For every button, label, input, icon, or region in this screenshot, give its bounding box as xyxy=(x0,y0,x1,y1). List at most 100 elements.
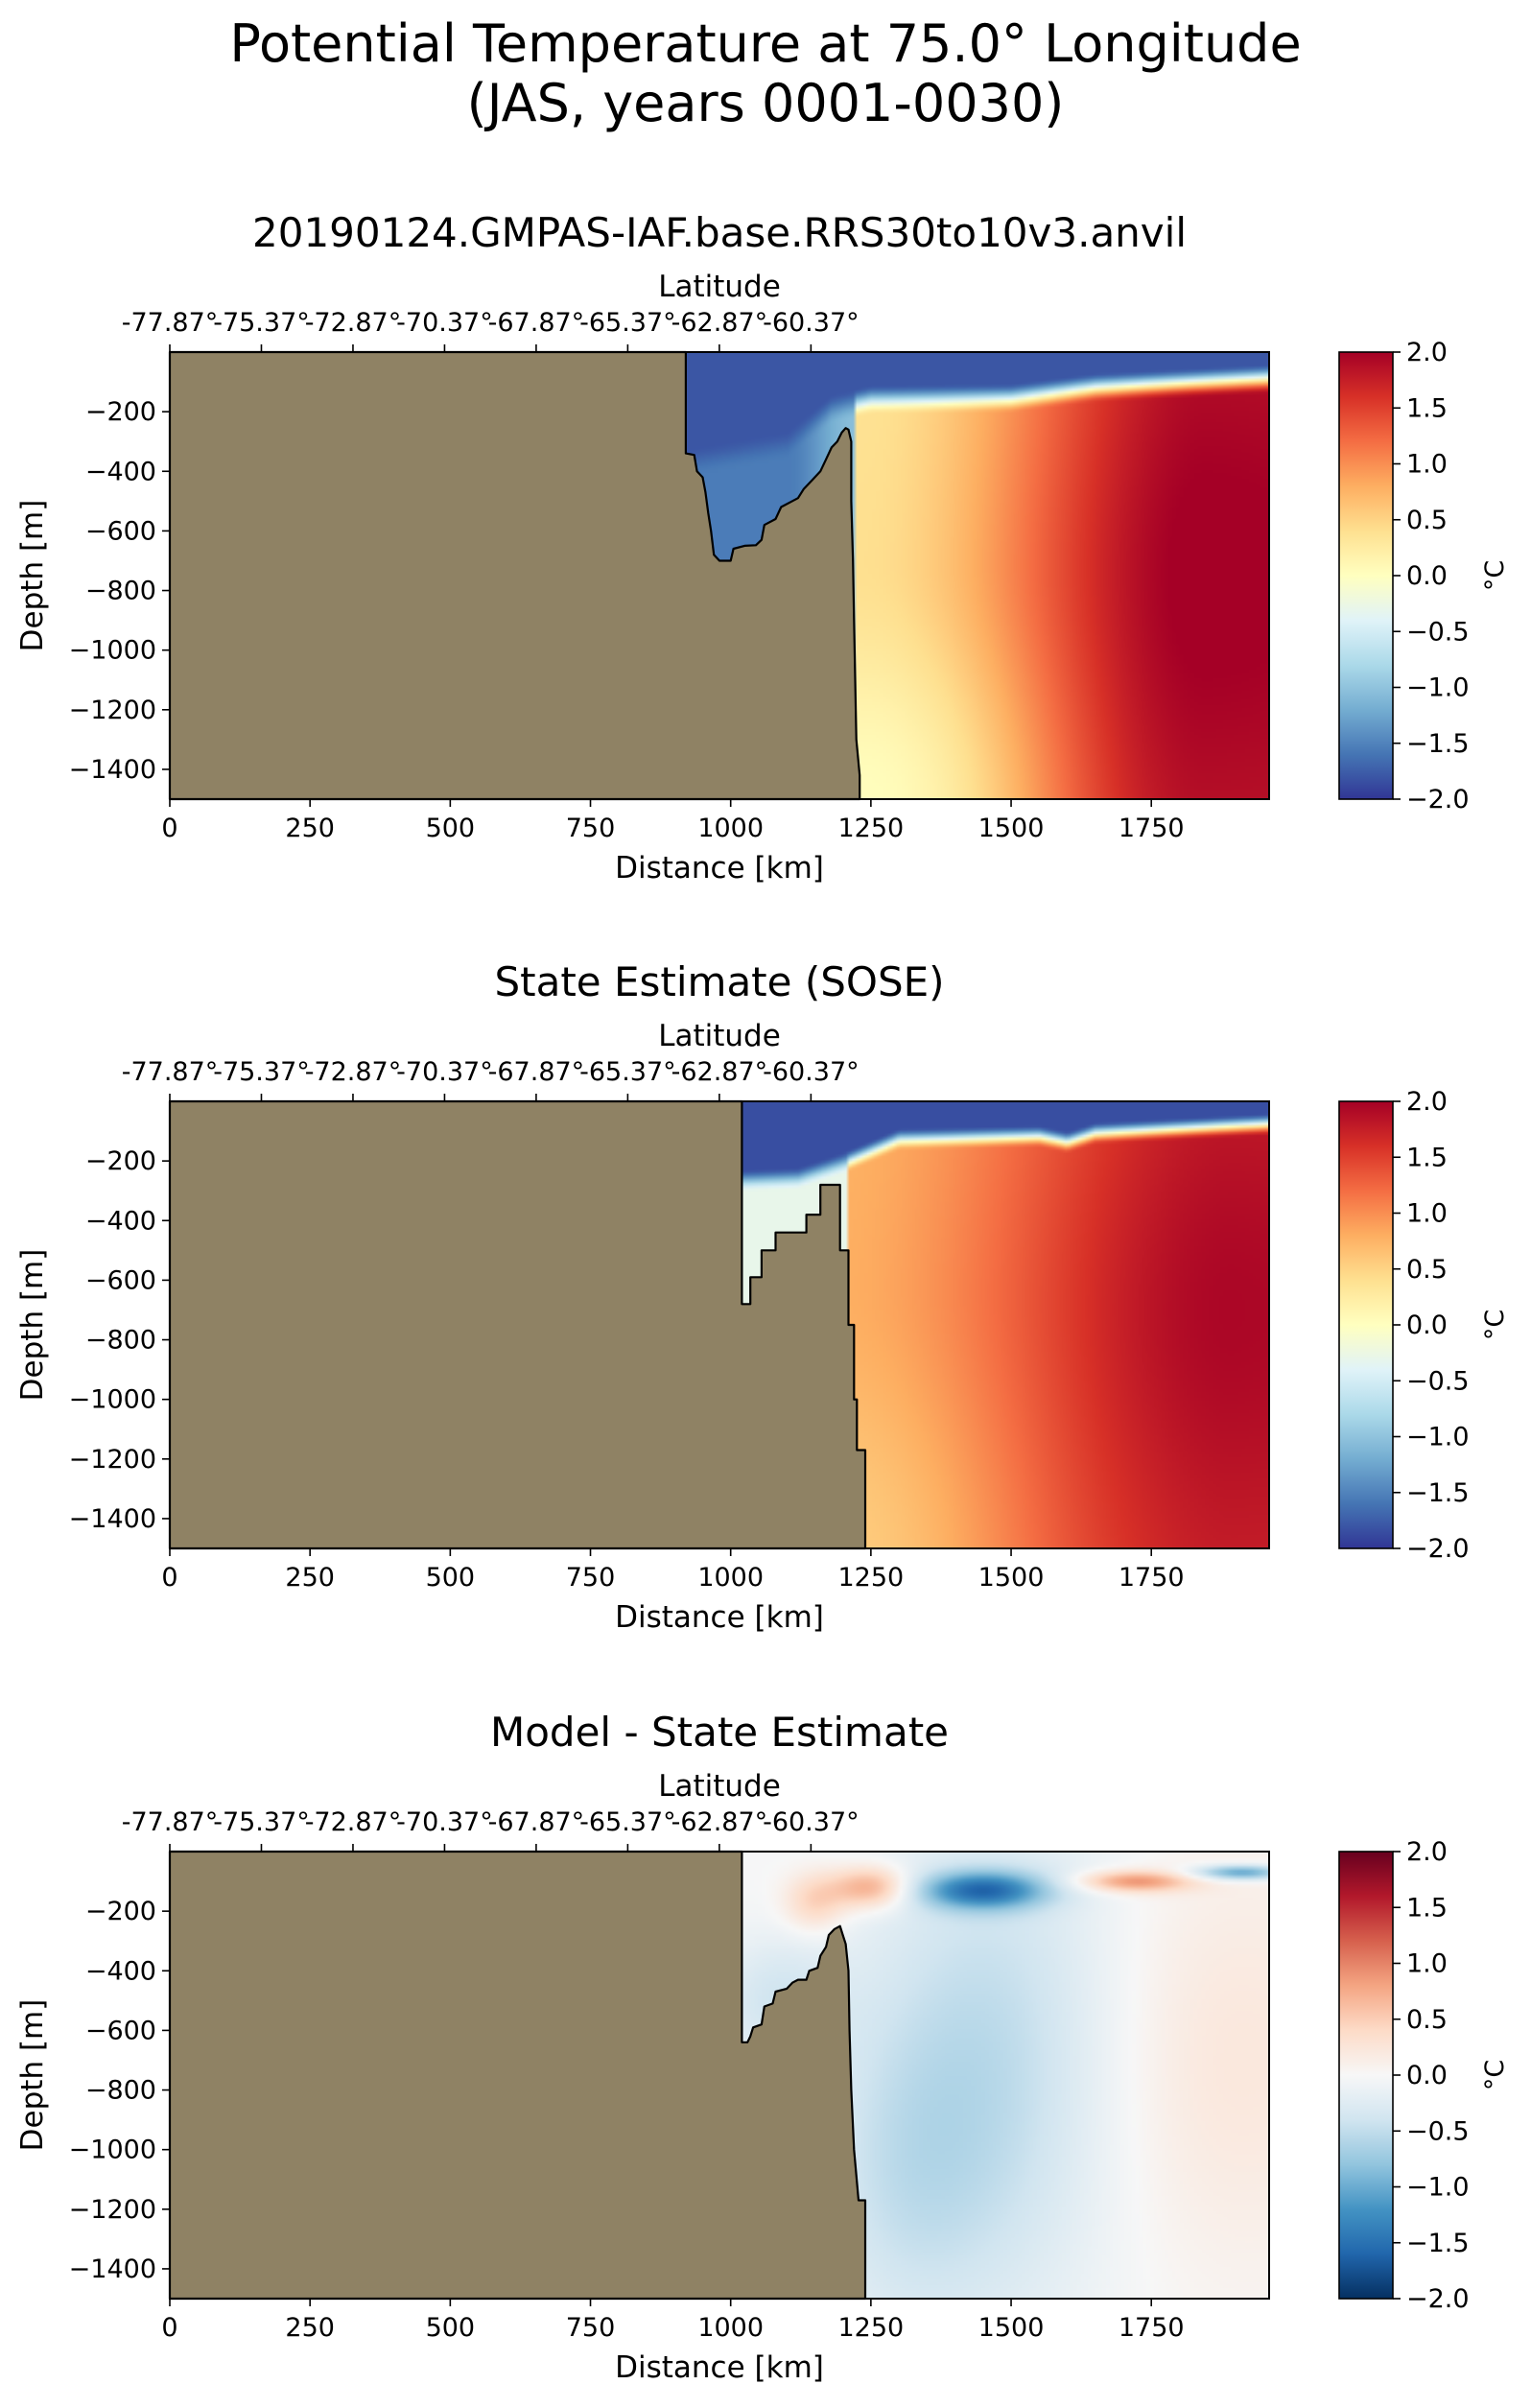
y-tick-label: −1000 xyxy=(69,2136,156,2165)
y-axis-label: Depth [m] xyxy=(15,1249,50,1402)
colorbar-tick-label: −2.0 xyxy=(1406,785,1470,814)
top-tick-label: -67.87° xyxy=(488,1057,585,1087)
colorbar-tick-label: −0.5 xyxy=(1406,2116,1470,2146)
colorbar-tick-label: −2.0 xyxy=(1406,1534,1470,1564)
y-axis-label: Depth [m] xyxy=(15,500,50,652)
top-tick-label: -75.37° xyxy=(213,1807,310,1837)
x-tick-label: 0 xyxy=(161,1563,177,1593)
top-tick-label: -77.87° xyxy=(122,308,219,338)
top-axis-label: Latitude xyxy=(658,1019,781,1053)
x-tick-label: 1000 xyxy=(697,814,764,843)
y-tick-label: −1000 xyxy=(69,636,156,666)
colorbar-tick-label: 0.0 xyxy=(1406,2061,1448,2090)
top-tick-label: -70.37° xyxy=(396,1057,493,1087)
panel-2: State Estimate (SOSE) Latitude 0 250 500 750 1… xyxy=(15,958,1510,1635)
colorbar xyxy=(1338,1851,1394,2300)
y-tick-label: −400 xyxy=(85,1206,156,1236)
x-axis-label: Distance [km] xyxy=(615,851,824,885)
colorbar-tick-label: −0.5 xyxy=(1406,1366,1470,1396)
x-tick-label: 250 xyxy=(285,2313,335,2343)
x-tick-label: 1000 xyxy=(697,2313,764,2343)
y-tick-label: −800 xyxy=(85,1326,156,1356)
colorbar-tick-label: 2.0 xyxy=(1406,1837,1448,1867)
top-tick-label: -65.37° xyxy=(579,1807,676,1837)
top-tick-label: -65.37° xyxy=(579,1057,676,1087)
x-axis-label: Distance [km] xyxy=(615,2350,824,2385)
y-tick-label: −1000 xyxy=(69,1385,156,1415)
top-tick-label: -77.87° xyxy=(122,1057,219,1087)
colorbar-tick-label: 0.5 xyxy=(1406,2005,1448,2035)
top-tick-label: -62.87° xyxy=(671,1057,768,1087)
top-tick-label: -60.37° xyxy=(763,308,860,338)
x-tick-label: 1250 xyxy=(838,814,905,843)
y-tick-label: −200 xyxy=(85,397,156,427)
colorbar-tick-label: 0.5 xyxy=(1406,1255,1448,1285)
colorbar-tick-label: −2.0 xyxy=(1406,2284,1470,2314)
colorbar-label: °C xyxy=(1480,1310,1510,1340)
colorbar xyxy=(1338,351,1394,800)
colorbar-tick-label: 2.0 xyxy=(1406,338,1448,367)
top-tick-label: -60.37° xyxy=(763,1057,860,1087)
x-tick-label: 750 xyxy=(566,2313,616,2343)
y-tick-label: −1200 xyxy=(69,696,156,725)
land-mask xyxy=(168,1850,867,2301)
x-tick-label: 0 xyxy=(161,2313,177,2343)
x-tick-label: 250 xyxy=(285,814,335,843)
x-tick-label: 0 xyxy=(161,814,177,843)
colorbar-tick-label: 1.5 xyxy=(1406,1143,1448,1172)
top-tick-label: -60.37° xyxy=(763,1807,860,1837)
x-tick-label: 500 xyxy=(426,2313,476,2343)
land-mask xyxy=(168,350,861,801)
colorbar-tick-label: −1.5 xyxy=(1406,729,1470,759)
colorbar-tick-label: 0.0 xyxy=(1406,1310,1448,1340)
figure-title-line2: (JAS, years 0001-0030) xyxy=(466,73,1065,133)
top-tick-label: -72.87° xyxy=(305,1057,402,1087)
x-tick-label: 750 xyxy=(566,1563,616,1593)
top-tick-label: -65.37° xyxy=(579,308,676,338)
panel-title: 20190124.GMPAS-IAF.base.RRS30to10v3.anvi… xyxy=(252,209,1187,256)
colorbar-tick-label: −1.5 xyxy=(1406,2229,1470,2258)
y-tick-label: −600 xyxy=(85,2016,156,2045)
x-tick-label: 1500 xyxy=(978,814,1045,843)
colorbar-tick-label: −1.5 xyxy=(1406,1478,1470,1508)
x-tick-label: 1500 xyxy=(978,1563,1045,1593)
top-axis-label: Latitude xyxy=(658,1769,781,1804)
colorbar-label: °C xyxy=(1480,560,1510,591)
top-axis-label: Latitude xyxy=(658,270,781,304)
colorbar-tick-label: −0.5 xyxy=(1406,617,1470,647)
colorbar-tick-label: 1.0 xyxy=(1406,1199,1448,1229)
top-tick-label: -62.87° xyxy=(671,308,768,338)
panel-title: Model - State Estimate xyxy=(490,1709,949,1756)
top-tick-label: -75.37° xyxy=(213,308,310,338)
y-tick-label: −400 xyxy=(85,1956,156,1986)
y-tick-label: −1200 xyxy=(69,2195,156,2225)
x-tick-label: 250 xyxy=(285,1563,335,1593)
panel-1: 20190124.GMPAS-IAF.base.RRS30to10v3.anvi… xyxy=(15,209,1510,885)
colorbar xyxy=(1338,1100,1394,1549)
x-tick-label: 1750 xyxy=(1119,814,1185,843)
y-tick-label: −600 xyxy=(85,1265,156,1295)
top-tick-label: -67.87° xyxy=(488,1807,585,1837)
colorbar-tick-label: 1.0 xyxy=(1406,1949,1448,1979)
x-tick-label: 750 xyxy=(566,814,616,843)
top-tick-label: -67.87° xyxy=(488,308,585,338)
colorbar-tick-label: −1.0 xyxy=(1406,673,1470,703)
colorbar-tick-label: 1.5 xyxy=(1406,393,1448,423)
panel-3: Model - State Estimate Latitude 0 250 500 750… xyxy=(15,1709,1510,2385)
x-tick-label: 1750 xyxy=(1119,1563,1185,1593)
y-tick-label: −800 xyxy=(85,577,156,606)
y-tick-label: −1400 xyxy=(69,755,156,785)
colorbar-tick-label: 0.5 xyxy=(1406,506,1448,535)
y-tick-label: −1200 xyxy=(69,1445,156,1475)
y-tick-label: −1400 xyxy=(69,1504,156,1534)
x-tick-label: 1750 xyxy=(1119,2313,1185,2343)
top-tick-label: -77.87° xyxy=(122,1807,219,1837)
colorbar-tick-label: 0.0 xyxy=(1406,561,1448,591)
top-tick-label: -72.87° xyxy=(305,1807,402,1837)
y-tick-label: −600 xyxy=(85,516,156,546)
colorbar-tick-label: 1.0 xyxy=(1406,450,1448,480)
top-tick-label: -70.37° xyxy=(396,308,493,338)
y-tick-label: −200 xyxy=(85,1897,156,1926)
y-tick-label: −200 xyxy=(85,1146,156,1176)
